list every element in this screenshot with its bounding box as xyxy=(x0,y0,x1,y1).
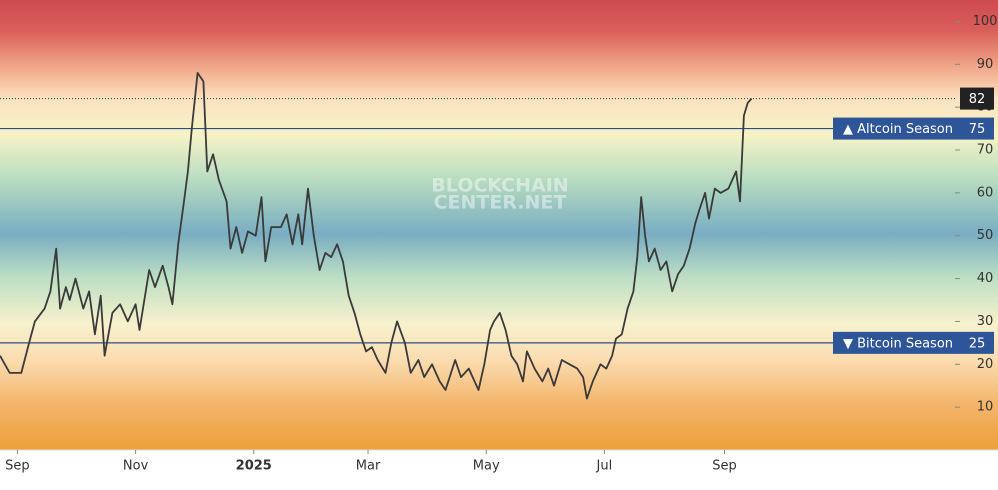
y-tick-label: 50 xyxy=(977,228,994,243)
reference-value: 25 xyxy=(969,336,986,351)
last-value-label: 82 xyxy=(969,92,986,107)
x-tick-label: Mar xyxy=(356,459,381,474)
watermark: CENTER.NET xyxy=(434,192,567,214)
y-tick-label: 90 xyxy=(977,57,994,72)
reference-label: ▼ Bitcoin Season xyxy=(843,336,953,351)
x-tick-label: May xyxy=(473,459,500,474)
x-tick-label: Jul xyxy=(596,459,613,474)
y-tick-label: 70 xyxy=(977,143,994,158)
last-value-tag xyxy=(960,87,994,110)
y-tick-label: 40 xyxy=(977,271,994,286)
reference-tag xyxy=(833,331,960,354)
series-line xyxy=(0,72,753,400)
reference-value-tag xyxy=(960,117,994,140)
y-tick-label: 10 xyxy=(977,400,994,415)
background xyxy=(0,0,998,450)
y-tick-label: 60 xyxy=(977,185,994,200)
y-tick-label: 100 xyxy=(973,14,998,29)
x-tick-label: 2025 xyxy=(236,459,272,474)
watermark: BLOCKCHAIN xyxy=(431,175,568,197)
reference-label: ▲ Altcoin Season xyxy=(843,122,953,137)
y-tick-label: 20 xyxy=(977,357,994,372)
y-tick-label: 30 xyxy=(977,314,994,329)
x-tick-label: Nov xyxy=(123,459,149,474)
x-tick-label: Sep xyxy=(712,459,737,474)
x-tick-label: Sep xyxy=(5,459,30,474)
reference-value-tag xyxy=(960,331,994,354)
reference-tag xyxy=(833,117,960,140)
reference-value: 75 xyxy=(969,122,986,137)
